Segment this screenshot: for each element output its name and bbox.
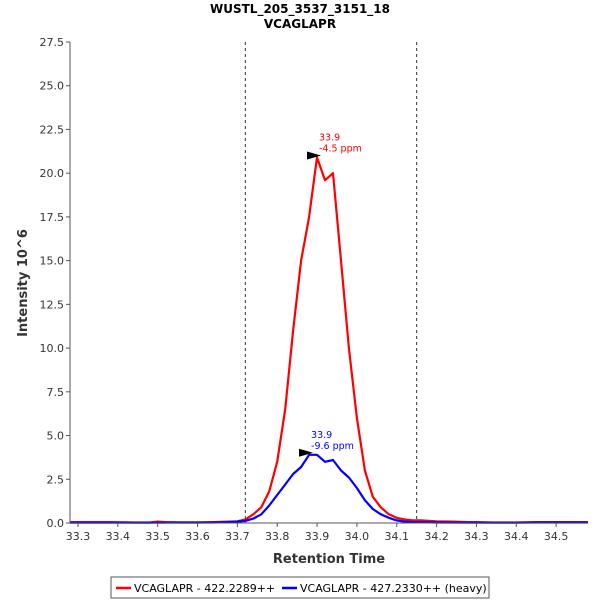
x-tick-label: 34.4 [504,530,529,543]
y-axis-ticks: 0.0 2.5 5.0 7.5 10.0 12.5 15.0 17.5 20.0 22.5 25.0… [40,36,70,530]
y-tick-label: 17.5 [40,211,65,224]
legend-label-light: VCAGLAPR - 422.2289++ [134,582,275,595]
x-tick-label: 33.9 [305,530,330,543]
x-tick-label: 33.3 [66,530,91,543]
legend: VCAGLAPR - 422.2289++ VCAGLAPR - 427.233… [110,576,490,599]
y-tick-label: 12.5 [40,298,65,311]
x-tick-label: 34.3 [464,530,489,543]
y-tick-label: 22.5 [40,123,65,136]
peak-arrow-1 [299,448,314,457]
x-axis-title: Retention Time [273,552,385,567]
x-tick-label: 33.5 [145,530,170,543]
series-line-1 [70,453,588,524]
axes [69,42,588,524]
x-axis-ticks: 33.3 33.4 33.5 33.6 33.7 33.8 33.9 34.0 34.1 34.2… [66,523,569,543]
y-axis-title: Intensity 10^6 [16,229,31,337]
y-tick-label: 2.5 [47,473,65,486]
plot-frame [70,42,588,523]
y-tick-label: 27.5 [40,36,65,49]
x-tick-label: 33.7 [225,530,250,543]
plot-area [70,42,588,523]
x-tick-label: 34.1 [384,530,409,543]
chart-title: WUSTL_205_3537_3151_18 [210,2,390,17]
x-tick-label: 33.6 [185,530,210,543]
x-tick-label: 33.4 [106,530,131,543]
peak-rt-label-1: 33.9 [311,430,332,441]
y-tick-label: 5.0 [47,430,65,443]
x-tick-label: 34.0 [345,530,370,543]
peak-arrow-0 [307,151,322,160]
x-tick-label: 34.5 [544,530,569,543]
y-tick-label: 15.0 [40,255,65,268]
peak-boundaries [244,42,418,523]
x-tick-label: 33.8 [265,530,290,543]
y-tick-label: 10.0 [40,342,65,355]
peak-ppm-label-0: -4.5 ppm [319,143,362,154]
y-tick-label: 20.0 [40,167,65,180]
y-tick-label: 25.0 [40,80,65,93]
x-tick-label: 34.2 [424,530,449,543]
y-tick-label: 7.5 [47,386,65,399]
legend-box [110,576,490,599]
legend-label-heavy: VCAGLAPR - 427.2330++ (heavy) [300,582,487,595]
peak-rt-label-0: 33.9 [319,132,340,143]
chart-subtitle: VCAGLAPR [264,17,336,31]
y-tick-label: 0.0 [47,517,65,530]
peak-ppm-label-1: -9.6 ppm [311,441,354,452]
